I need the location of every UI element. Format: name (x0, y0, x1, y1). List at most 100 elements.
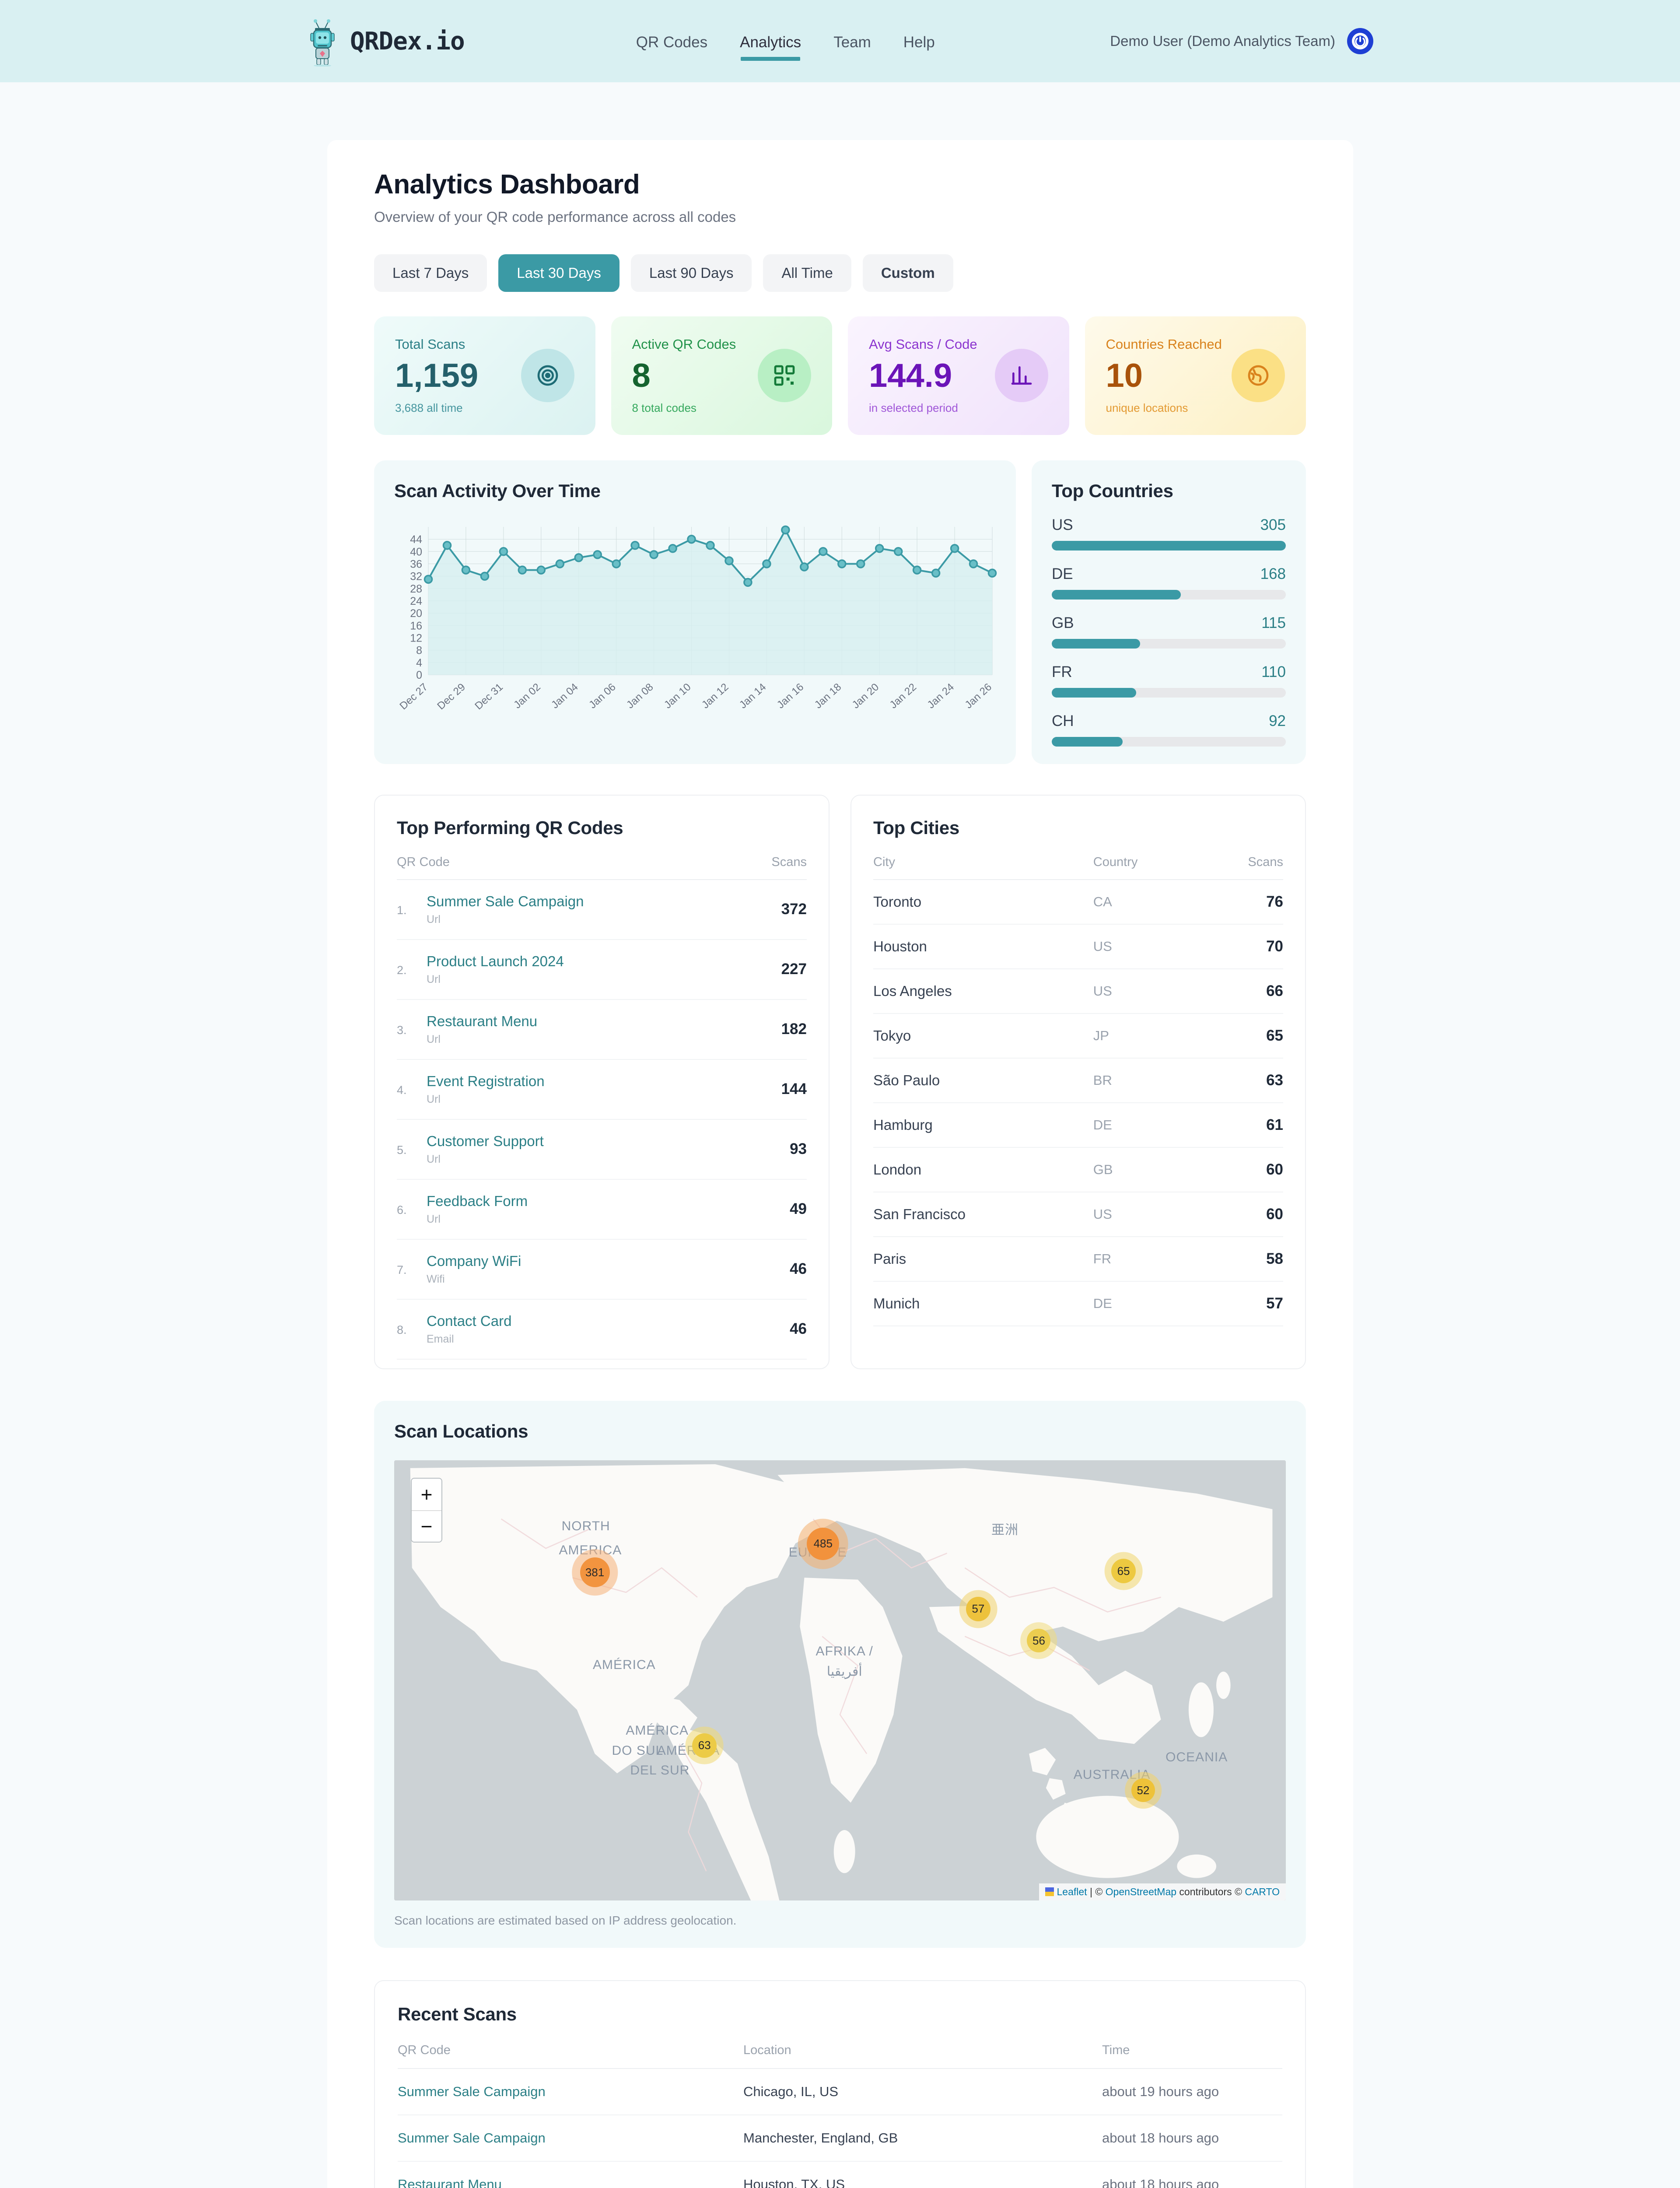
svg-text:Jan 16: Jan 16 (775, 681, 806, 711)
table-row: Tokyo JP 65 (873, 1013, 1283, 1059)
country-cell: GB (1093, 1147, 1199, 1192)
qr-code-type: Wifi (427, 1273, 445, 1285)
country-cell: DE (1093, 1281, 1199, 1326)
svg-text:20: 20 (410, 607, 422, 620)
qr-code-cell: Company WiFi Wifi (427, 1239, 737, 1300)
scans-cell: 63 (1199, 1058, 1283, 1103)
map-cluster-marker[interactable]: 52 (1131, 1778, 1155, 1802)
qr-code-icon (758, 349, 811, 403)
qr-code-link[interactable]: Summer Sale Campaign (398, 2083, 546, 2099)
map-cluster-marker[interactable]: 65 (1111, 1559, 1136, 1584)
world-map[interactable]: + − NORTH AMERICA EUROPE 亜洲 AFRIKA / أفر… (394, 1460, 1286, 1900)
map-zoom-out-button[interactable]: − (412, 1510, 441, 1542)
qr-code-link[interactable]: Event Registration (427, 1073, 545, 1089)
qr-code-cell: Product Launch 2024 Url (427, 939, 737, 1000)
svg-text:8: 8 (416, 644, 422, 656)
country-bar-fill (1052, 638, 1140, 649)
nav-link-qr-codes[interactable]: QR Codes (636, 34, 708, 51)
recent-scans-table: QR Code Location Time Summer Sale Campai… (398, 2043, 1282, 2188)
qr-code-cell: Customer Support Url (427, 1119, 737, 1180)
table-row: 4. Event Registration Url 144 (397, 1059, 807, 1120)
country-bar-fill (1052, 736, 1123, 747)
attrib-contributors: contributors (1179, 1886, 1232, 1897)
recent-scans-panel: Recent Scans QR Code Location Time Summe… (374, 1980, 1306, 2188)
country-row: GB 115 (1052, 614, 1286, 649)
qr-code-cell: Feedback Form Url (427, 1179, 737, 1240)
map-zoom-in-button[interactable]: + (412, 1478, 441, 1510)
brand-logo[interactable]: QRDex.io (306, 16, 465, 67)
qr-code-link[interactable]: Feedback Form (427, 1192, 528, 1209)
table-row: London GB 60 (873, 1147, 1283, 1192)
map-cluster-marker[interactable]: 57 (966, 1596, 990, 1621)
leaflet-link[interactable]: Leaflet (1057, 1886, 1087, 1897)
qr-code-link[interactable]: Restaurant Menu (398, 2176, 502, 2188)
map-note: Scan locations are estimated based on IP… (394, 1913, 737, 1927)
table-row: Toronto CA 76 (873, 879, 1283, 925)
target-icon (521, 349, 574, 403)
openstreetmap-link[interactable]: OpenStreetMap (1105, 1886, 1177, 1897)
nav-link-analytics[interactable]: Analytics (740, 3, 801, 79)
nav-link-help[interactable]: Help (903, 34, 935, 51)
attrib-copyright-2: © (1234, 1886, 1242, 1897)
map-cluster-marker[interactable]: 63 (692, 1733, 717, 1758)
country-code: DE (1052, 565, 1073, 582)
range-tab-all-time[interactable]: All Time (763, 254, 851, 292)
top-countries-panel: Top Countries US 305 DE 168 GB 115 (1032, 460, 1306, 764)
svg-text:40: 40 (410, 546, 422, 558)
location-cell: Chicago, IL, US (743, 2068, 1102, 2115)
country-cell: US (1093, 968, 1199, 1014)
range-tab-last-7-days[interactable]: Last 7 Days (374, 254, 487, 292)
range-tab-last-90-days[interactable]: Last 90 Days (630, 254, 752, 292)
qr-code-link[interactable]: Summer Sale Campaign (398, 2130, 546, 2146)
page-title: Analytics Dashboard (374, 169, 640, 200)
scans-cell: 60 (1199, 1147, 1283, 1192)
city-cell: Tokyo (873, 1013, 1093, 1059)
map-cluster-marker[interactable]: 56 (1027, 1629, 1051, 1653)
rank-number: 7. (397, 1239, 427, 1300)
qr-code-link[interactable]: Restaurant Menu (427, 1013, 538, 1029)
city-cell: San Francisco (873, 1192, 1093, 1237)
nav-link-team[interactable]: Team (833, 34, 871, 51)
carto-link[interactable]: CARTO (1245, 1886, 1280, 1897)
qr-code-link[interactable]: Product Launch 2024 (427, 953, 564, 969)
qr-code-type: Url (427, 913, 441, 926)
qr-code-cell: Summer Sale Campaign (398, 2114, 743, 2162)
table-header-row: QR Code Location Time (398, 2043, 1282, 2069)
table-row: 6. Feedback Form Url 49 (397, 1179, 807, 1240)
table-row: São Paulo BR 63 (873, 1058, 1283, 1103)
svg-text:28: 28 (410, 583, 422, 595)
range-tab-custom[interactable]: Custom (862, 254, 953, 292)
location-cell: Manchester, England, GB (743, 2114, 1102, 2162)
map-cluster-marker[interactable]: 485 (807, 1527, 840, 1560)
map-label: AFRIKA / (816, 1644, 873, 1659)
scans-cell: 70 (1199, 924, 1283, 969)
qr-code-link[interactable]: Customer Support (427, 1133, 544, 1149)
scans-cell: 144 (737, 1059, 807, 1120)
qr-code-cell: Contact Card Email (427, 1299, 737, 1360)
map-label: AMÉRICA (592, 1657, 656, 1672)
qr-code-link[interactable]: Company WiFi (427, 1252, 522, 1269)
qr-code-link[interactable]: Contact Card (427, 1312, 512, 1329)
svg-text:24: 24 (410, 595, 422, 607)
user-name-label: Demo User (Demo Analytics Team) (1110, 33, 1335, 49)
country-bar-track (1052, 736, 1286, 747)
brand-name: QRDex.io (350, 27, 465, 56)
top-countries-list: US 305 DE 168 GB 115 (1052, 516, 1286, 747)
svg-text:Jan 24: Jan 24 (925, 681, 956, 711)
svg-text:Jan 20: Jan 20 (850, 681, 882, 711)
country-bar-track (1052, 589, 1286, 600)
map-label: OCEANIA (1166, 1750, 1228, 1764)
scan-locations-section: Scan Locations (352, 1400, 1328, 1948)
rank-number: 2. (397, 939, 427, 1000)
table-header-row: City Country Scans (873, 855, 1283, 880)
recent-scans-title: Recent Scans (398, 2003, 517, 2024)
map-cluster-marker[interactable]: 381 (580, 1557, 610, 1588)
stat-label: Total Scans (395, 337, 466, 352)
scan-locations-title: Scan Locations (394, 1420, 528, 1441)
stat-card-active-qr-codes: Active QR Codes 8 8 total codes (611, 316, 832, 435)
qr-code-link[interactable]: Summer Sale Campaign (427, 893, 584, 909)
range-tab-last-30-days[interactable]: Last 30 Days (498, 254, 620, 292)
city-cell: Toronto (873, 879, 1093, 925)
power-icon[interactable] (1347, 28, 1374, 55)
page-subtitle: Overview of your QR code performance acr… (374, 209, 736, 225)
